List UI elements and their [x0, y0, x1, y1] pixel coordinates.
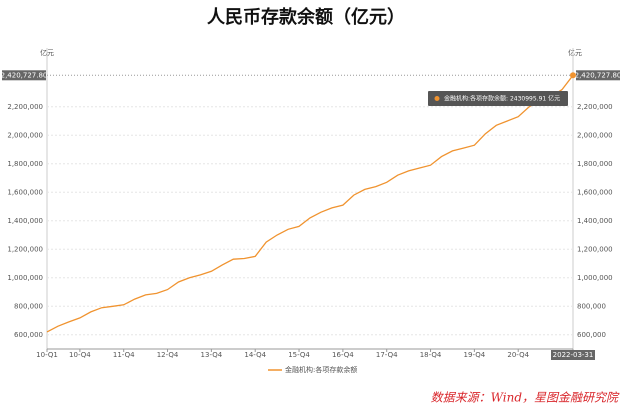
y2-unit: 亿元 — [568, 48, 582, 57]
highlight-point — [570, 72, 576, 79]
y2-tick-label: 1,400,000 — [577, 217, 613, 225]
y2-tick-label: 600,000 — [577, 331, 606, 339]
highlight-badge — [2, 70, 46, 81]
y-tick-label: 2,000,000 — [7, 131, 43, 139]
source: 数据来源：Wind，星图金融研究院 — [431, 391, 620, 405]
y2-tick-label: 2,200,000 — [577, 103, 613, 111]
y2-tick-label: 2,000,000 — [577, 131, 613, 139]
legend-label: 金融机构:各项存款余额 — [285, 365, 357, 374]
tooltip-box — [428, 91, 568, 106]
x-tick-label: 2022-03-31 — [553, 351, 594, 359]
x-tick-label: 14-Q4 — [244, 351, 266, 359]
highlight-label: 2,420,727.80 — [1, 71, 48, 79]
x-tick-label: 12-Q4 — [157, 351, 179, 359]
highlight-badge — [576, 70, 620, 81]
y-tick-label: 1,000,000 — [7, 274, 43, 282]
y-tick-label: 1,200,000 — [7, 245, 43, 253]
x-tick-label: 10-Q1 — [36, 351, 58, 359]
x-tick-label: 16-Q4 — [332, 351, 354, 359]
highlight-label: 2,420,727.80 — [575, 71, 622, 79]
tooltip-dot — [434, 96, 440, 101]
x-tick-label: 19-Q4 — [464, 351, 486, 359]
x-tick-label: 13-Q4 — [201, 351, 223, 359]
x-tick-label: 15-Q4 — [288, 351, 310, 359]
y-tick-label: 1,600,000 — [7, 188, 43, 196]
y-tick-label: 600,000 — [14, 331, 43, 339]
y-tick-label: 800,000 — [14, 302, 43, 310]
series-line — [46, 74, 574, 333]
y-tick-label: 1,400,000 — [7, 217, 43, 225]
chart-title: 人民币存款余额（亿元） — [207, 6, 405, 28]
x-tick-label: 20-Q4 — [507, 351, 529, 359]
y2-tick-label: 1,800,000 — [577, 160, 613, 168]
y2-tick-label: 1,200,000 — [577, 245, 613, 253]
x-tick-label: 10-Q4 — [69, 351, 91, 359]
y-tick-label: 1,800,000 — [7, 160, 43, 168]
y2-tick-label: 1,000,000 — [577, 274, 613, 282]
x-tick-label: 17-Q4 — [376, 351, 398, 359]
y-tick-label: 2,200,000 — [7, 103, 43, 111]
x-tick-label: 18-Q4 — [420, 351, 442, 359]
x-end-badge — [551, 350, 595, 360]
y2-tick-label: 1,600,000 — [577, 188, 613, 196]
y2-tick-label: 800,000 — [577, 302, 606, 310]
tooltip-text: 金融机构:各项存款余额: 2430995.91 亿元 — [444, 95, 560, 103]
x-tick-label: 11-Q4 — [113, 351, 135, 359]
